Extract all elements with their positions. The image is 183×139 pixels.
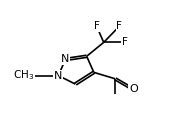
- Text: N: N: [54, 71, 63, 80]
- Text: F: F: [116, 21, 122, 31]
- Text: CH$_3$: CH$_3$: [13, 69, 34, 82]
- Text: F: F: [94, 21, 100, 31]
- Text: F: F: [122, 37, 128, 47]
- Text: N: N: [61, 54, 70, 64]
- Text: O: O: [129, 85, 138, 95]
